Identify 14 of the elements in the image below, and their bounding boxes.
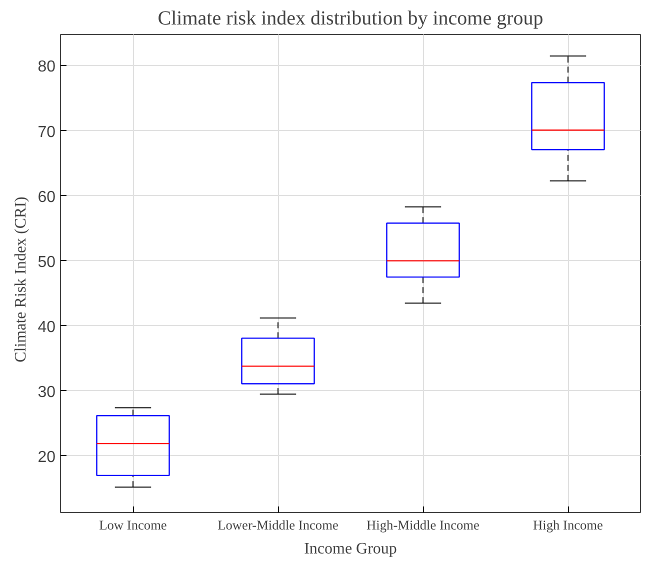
x-tick-label: Low Income: [99, 518, 167, 532]
y-tick-label: 30: [38, 384, 56, 401]
chart-title: Climate risk index distribution by income group: [158, 8, 544, 30]
y-tick-label: 80: [38, 58, 56, 76]
y-axis-title: Climate Risk Index (CRI): [12, 196, 30, 362]
x-tick-label: Lower-Middle Income: [218, 518, 338, 532]
y-tick-label: 20: [38, 448, 56, 466]
x-tick-label: High-Middle Income: [366, 518, 480, 532]
y-tick-label: 70: [38, 124, 56, 141]
y-tick-label: 50: [38, 254, 56, 271]
x-tick-label: High Income: [533, 518, 604, 532]
x-axis-title: Income Group: [304, 540, 397, 558]
y-tick-label: 60: [38, 188, 56, 206]
y-tick-label: 40: [38, 318, 56, 336]
